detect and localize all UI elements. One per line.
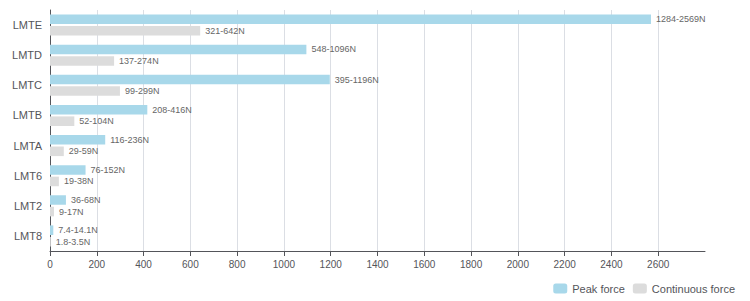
svg-text:2000: 2000 <box>507 259 530 270</box>
svg-text:LMTB: LMTB <box>13 109 42 121</box>
svg-text:2200: 2200 <box>554 259 577 270</box>
svg-text:116-236N: 116-236N <box>110 135 149 145</box>
svg-text:7.4-14.1N: 7.4-14.1N <box>58 225 98 235</box>
svg-text:LMTA: LMTA <box>13 140 42 152</box>
svg-text:1200: 1200 <box>320 259 343 270</box>
svg-text:1400: 1400 <box>366 259 389 270</box>
svg-text:29-59N: 29-59N <box>69 146 99 156</box>
svg-text:1.8-3.5N: 1.8-3.5N <box>56 237 91 247</box>
svg-text:137-274N: 137-274N <box>119 56 159 66</box>
svg-text:0: 0 <box>47 259 53 270</box>
svg-text:1800: 1800 <box>460 259 483 270</box>
svg-text:9-17N: 9-17N <box>59 207 84 217</box>
svg-text:1600: 1600 <box>413 259 436 270</box>
svg-text:2600: 2600 <box>647 259 670 270</box>
svg-text:19-38N: 19-38N <box>64 176 94 186</box>
svg-text:LMTE: LMTE <box>13 19 42 31</box>
svg-text:2400: 2400 <box>600 259 623 270</box>
svg-text:76-152N: 76-152N <box>91 165 126 175</box>
svg-text:600: 600 <box>182 259 199 270</box>
svg-text:400: 400 <box>135 259 152 270</box>
svg-text:800: 800 <box>229 259 246 270</box>
svg-text:395-1196N: 395-1196N <box>335 75 379 85</box>
svg-text:Peak force: Peak force <box>572 283 625 295</box>
svg-text:36-68N: 36-68N <box>71 195 101 205</box>
svg-text:548-1096N: 548-1096N <box>311 44 356 54</box>
svg-text:321-642N: 321-642N <box>205 26 245 36</box>
svg-text:LMTD: LMTD <box>12 49 42 61</box>
svg-text:Continuous force: Continuous force <box>652 283 735 295</box>
svg-text:LMT8: LMT8 <box>14 230 42 242</box>
svg-text:99-299N: 99-299N <box>125 86 160 96</box>
svg-text:200: 200 <box>88 259 105 270</box>
svg-text:LMTC: LMTC <box>12 79 42 91</box>
svg-text:1000: 1000 <box>273 259 296 270</box>
svg-text:LMT2: LMT2 <box>14 200 42 212</box>
svg-text:1284-2569N: 1284-2569N <box>656 14 706 24</box>
svg-text:LMT6: LMT6 <box>14 170 42 182</box>
svg-text:52-104N: 52-104N <box>79 116 114 126</box>
svg-text:208-416N: 208-416N <box>152 105 192 115</box>
